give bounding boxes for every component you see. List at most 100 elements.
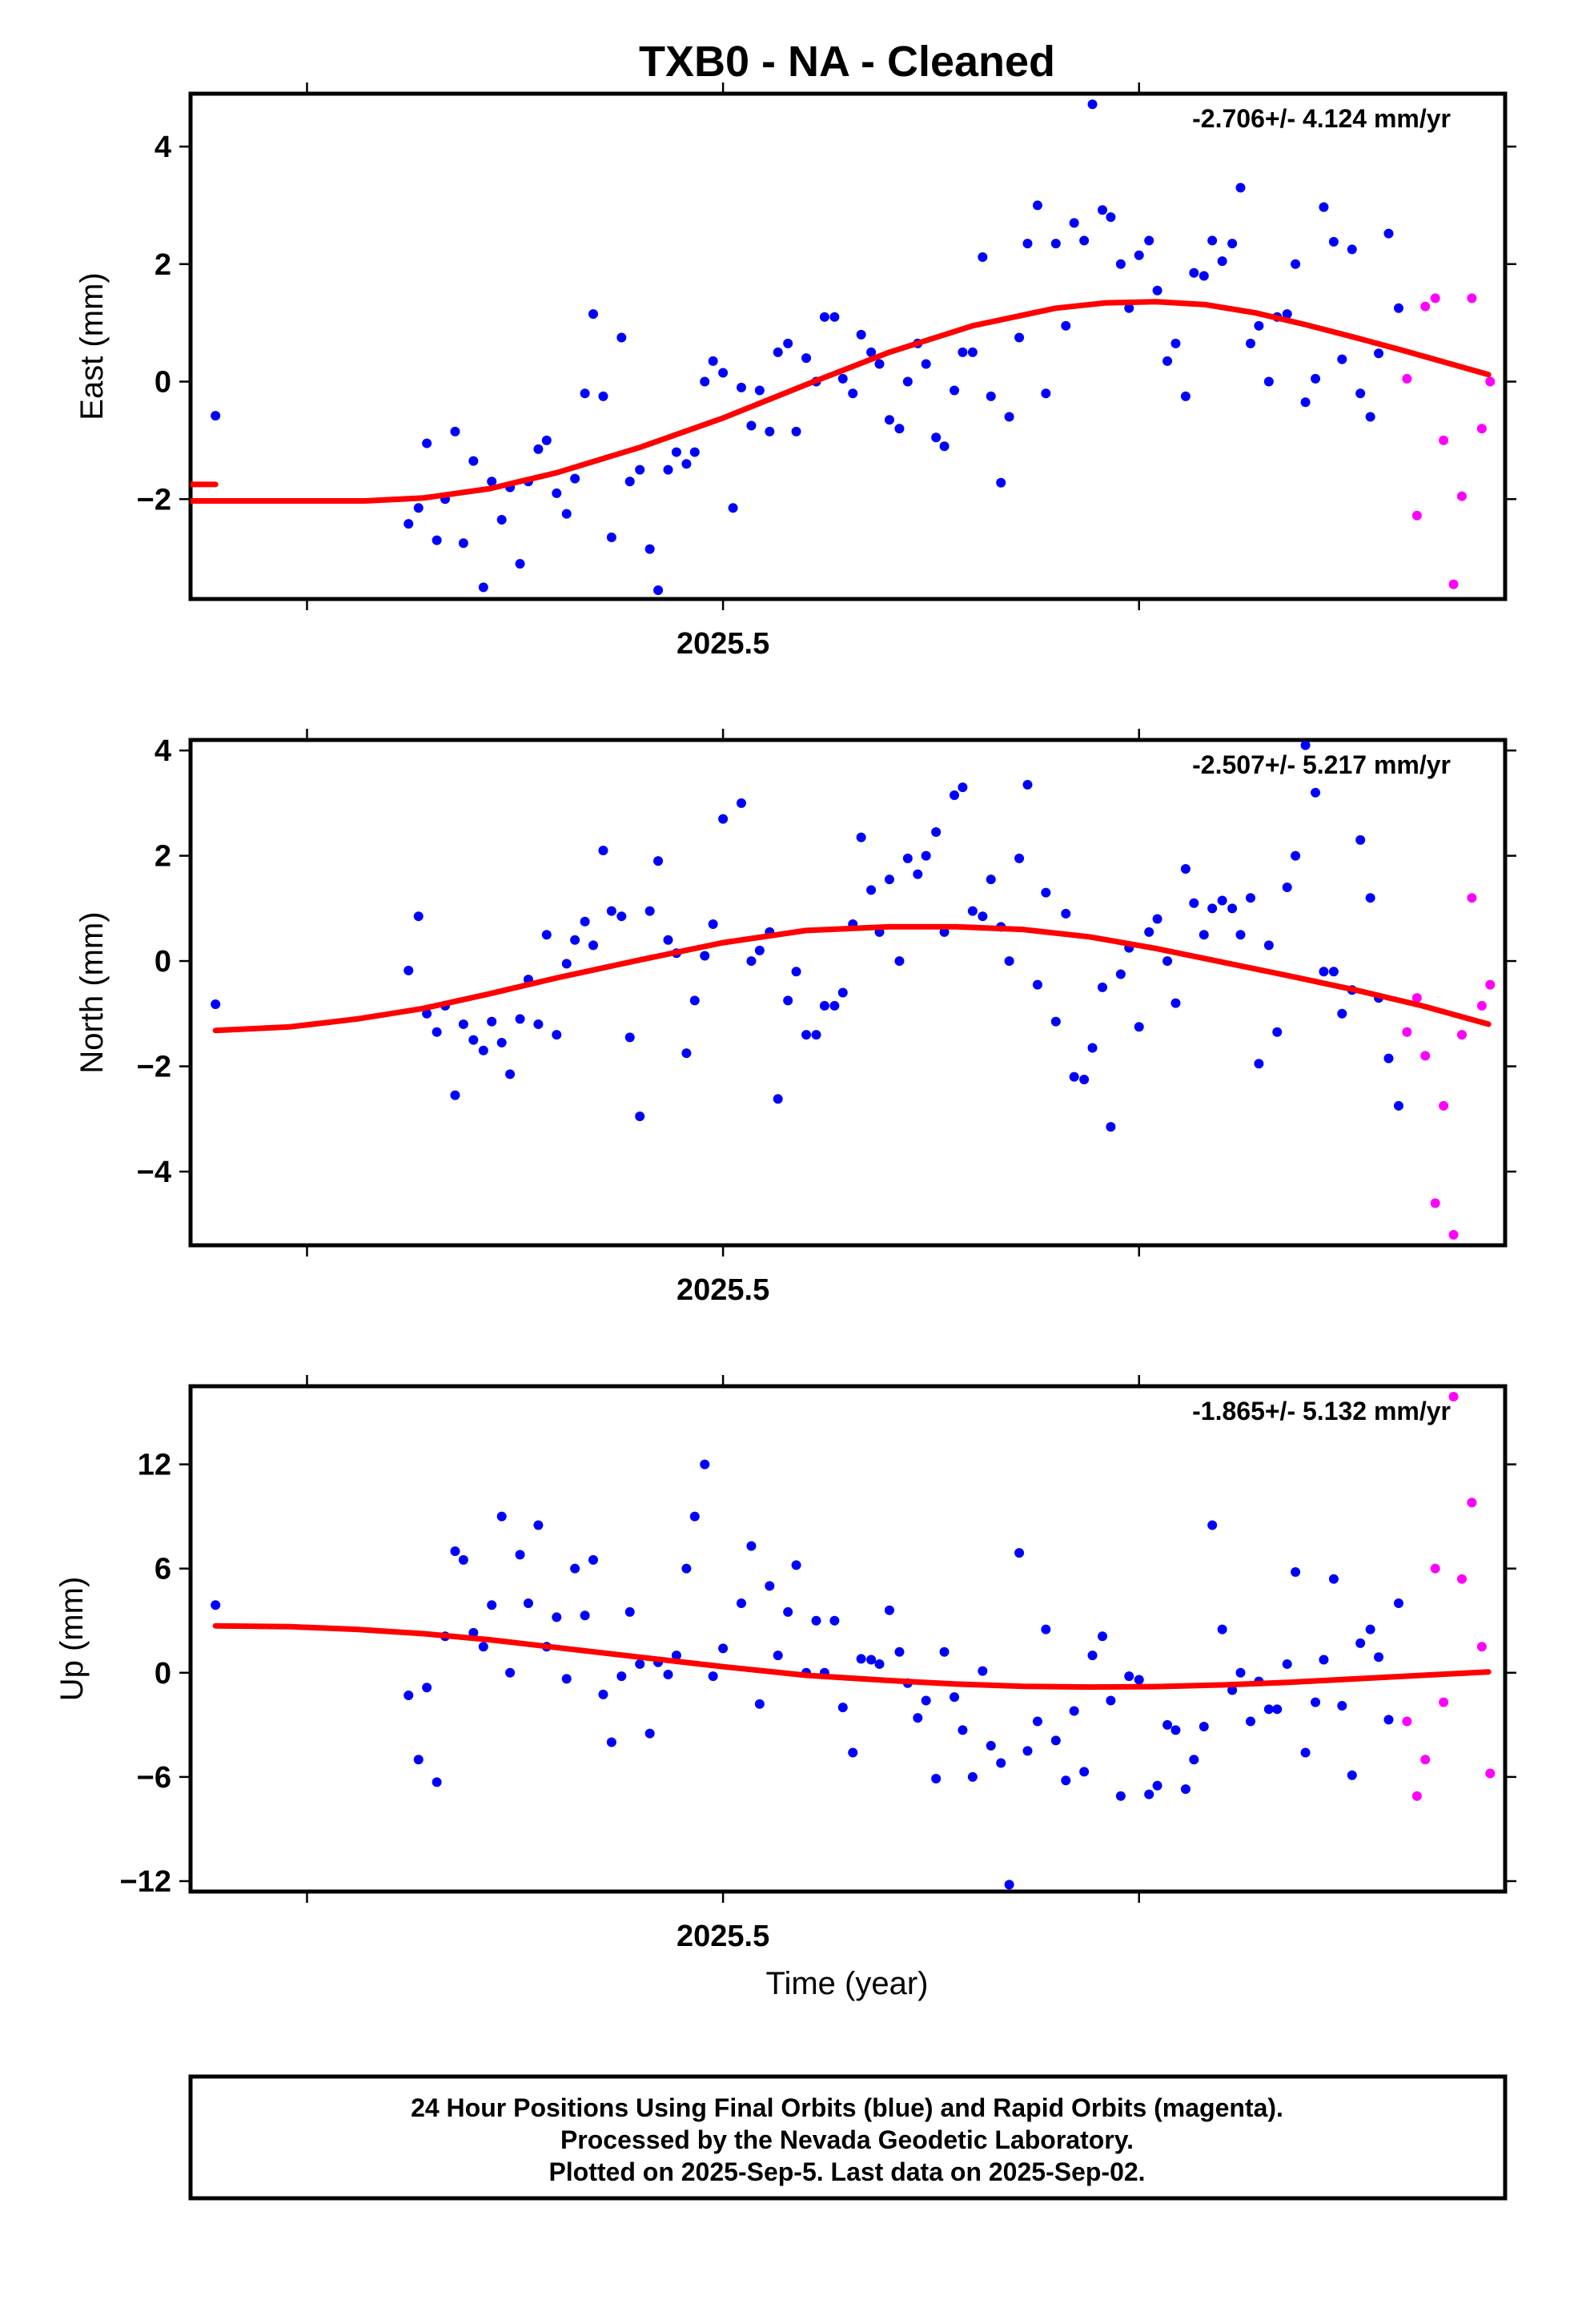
final-orbit-point-up — [671, 1651, 681, 1661]
final-orbit-point-up — [736, 1598, 746, 1609]
final-orbit-point-up — [1291, 1567, 1301, 1578]
final-orbit-point-north — [1069, 1072, 1079, 1082]
final-orbit-point-up — [1050, 1735, 1061, 1746]
final-orbit-point-east — [1291, 259, 1301, 269]
final-orbit-point-north — [950, 790, 960, 801]
final-orbit-point-north — [404, 965, 414, 975]
final-orbit-point-north — [894, 956, 905, 967]
rapid-orbit-point-north — [1467, 893, 1477, 903]
final-orbit-point-east — [1393, 303, 1403, 313]
final-orbit-point-north — [1106, 1122, 1116, 1132]
final-orbit-point-north — [700, 951, 710, 961]
final-orbit-point-east — [902, 376, 913, 387]
final-orbit-point-up — [468, 1627, 479, 1638]
final-orbit-point-up — [783, 1606, 793, 1617]
chart-title: TXB0 - NA - Cleaned — [639, 38, 1055, 86]
final-orbit-point-up — [1098, 1631, 1108, 1642]
plot-frame-east — [188, 91, 1508, 601]
final-orbit-point-east — [580, 388, 590, 399]
final-orbit-point-north — [1383, 1053, 1394, 1063]
final-orbit-point-up — [644, 1728, 655, 1739]
final-orbit-point-up — [829, 1615, 840, 1626]
final-orbit-point-up — [211, 1600, 221, 1610]
y-axis-label-east: East (mm) — [74, 272, 110, 420]
final-orbit-point-east — [1319, 202, 1329, 212]
final-orbit-point-north — [1115, 969, 1126, 979]
final-orbit-point-up — [458, 1554, 468, 1565]
final-orbit-point-east — [958, 347, 968, 357]
final-orbit-point-east — [1079, 235, 1090, 246]
final-orbit-point-east — [1041, 388, 1051, 399]
final-orbit-point-up — [718, 1643, 729, 1654]
rapid-orbit-point-north — [1430, 1198, 1440, 1208]
final-orbit-point-north — [837, 987, 848, 998]
final-orbit-point-east — [791, 426, 801, 436]
final-orbit-point-up — [791, 1560, 801, 1570]
final-orbit-point-east — [689, 447, 700, 457]
final-orbit-point-north — [413, 911, 424, 922]
final-orbit-point-east — [884, 415, 894, 425]
final-orbit-point-east — [468, 456, 479, 466]
final-orbit-point-north — [432, 1027, 442, 1037]
final-orbit-point-east — [671, 447, 681, 457]
final-orbit-point-north — [746, 956, 757, 967]
final-orbit-point-north — [773, 1094, 783, 1104]
final-orbit-point-up — [1087, 1651, 1098, 1661]
final-orbit-point-north — [1032, 979, 1042, 990]
footer-box: 24 Hour Positions Using Final Orbits (bl… — [188, 2074, 1508, 2201]
footer-line-3: Plotted on 2025-Sep-5. Last data on 2025… — [548, 2157, 1145, 2186]
final-orbit-point-up — [1180, 1784, 1191, 1795]
final-orbit-point-north — [681, 1048, 692, 1059]
final-orbit-point-east — [986, 391, 996, 401]
plot-area-up — [211, 1392, 1496, 1890]
final-orbit-point-east — [1069, 218, 1079, 228]
final-orbit-point-up — [1069, 1706, 1079, 1716]
final-orbit-point-north — [1272, 1027, 1283, 1037]
final-orbit-point-east — [1180, 391, 1191, 401]
rapid-orbit-point-up — [1467, 1498, 1477, 1508]
rapid-orbit-point-up — [1402, 1716, 1412, 1727]
final-orbit-point-north — [967, 906, 978, 916]
final-orbit-point-east — [1199, 271, 1209, 281]
final-orbit-point-east — [837, 373, 848, 384]
final-orbit-point-north — [598, 846, 608, 856]
final-orbit-point-east — [856, 329, 866, 340]
final-orbit-point-up — [1282, 1659, 1292, 1669]
final-orbit-point-east — [1004, 412, 1014, 422]
final-orbit-point-east — [1124, 303, 1134, 313]
final-orbit-point-up — [894, 1647, 905, 1657]
final-orbit-point-east — [1263, 376, 1274, 387]
final-orbit-point-east — [606, 532, 616, 542]
final-orbit-point-east — [432, 535, 442, 545]
rate-label-north: -2.507+/- 5.217 mm/yr — [1192, 750, 1451, 779]
final-orbit-point-north — [939, 927, 950, 937]
final-orbit-point-east — [1014, 332, 1025, 343]
final-orbit-point-east — [1207, 235, 1218, 246]
final-orbit-point-north — [1170, 998, 1181, 1008]
final-orbit-point-east — [1050, 239, 1061, 249]
final-orbit-point-east — [1311, 373, 1321, 384]
final-orbit-point-up — [1079, 1767, 1090, 1777]
final-orbit-point-north — [1355, 834, 1366, 845]
y-tick-label-up: −12 — [120, 1865, 171, 1899]
final-orbit-point-up — [708, 1671, 718, 1682]
final-orbit-point-east — [736, 382, 746, 392]
final-orbit-point-east — [1217, 256, 1227, 267]
final-orbit-point-up — [487, 1600, 497, 1610]
final-orbit-point-up — [939, 1647, 950, 1657]
final-orbit-point-up — [1106, 1695, 1116, 1706]
final-orbit-point-north — [458, 1019, 468, 1029]
final-orbit-point-north — [1217, 895, 1227, 906]
final-orbit-point-east — [819, 312, 829, 322]
y-tick-label-north: −2 — [137, 1051, 171, 1084]
final-orbit-point-north — [1041, 887, 1051, 898]
final-orbit-point-north — [791, 967, 801, 977]
final-orbit-point-north — [1004, 956, 1014, 967]
final-orbit-point-north — [1144, 927, 1154, 937]
final-orbit-point-east — [1162, 356, 1173, 366]
x-tick-label-north: 2025.5 — [677, 1273, 769, 1307]
y-tick-label-up: 12 — [138, 1449, 171, 1482]
final-orbit-point-north — [478, 1045, 488, 1055]
final-orbit-point-east — [663, 464, 673, 475]
y-tick-label-up: 0 — [155, 1657, 171, 1691]
